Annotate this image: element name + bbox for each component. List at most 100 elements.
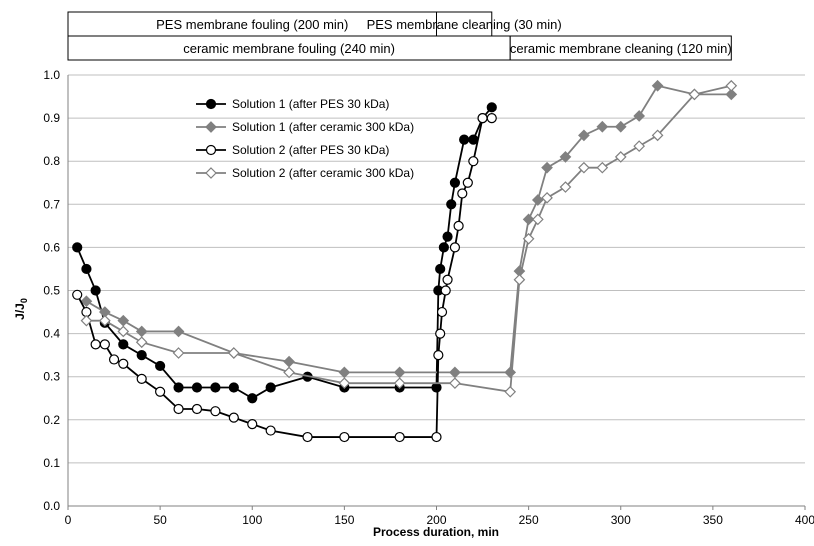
y-tick-label: 1.0 xyxy=(43,68,60,82)
data-point xyxy=(72,242,83,253)
data-point xyxy=(80,295,93,308)
data-point xyxy=(155,386,166,397)
data-point xyxy=(531,213,544,226)
data-point xyxy=(302,431,313,443)
data-point xyxy=(651,129,664,142)
data-point xyxy=(431,382,442,393)
data-point xyxy=(541,191,553,204)
data-point xyxy=(438,242,449,253)
phase-bar-label: PES membrane fouling (200 min) xyxy=(156,17,348,32)
data-point xyxy=(614,120,627,133)
data-point xyxy=(559,151,572,163)
data-point xyxy=(172,325,185,338)
data-point xyxy=(477,112,488,124)
data-point xyxy=(449,242,461,253)
data-point xyxy=(394,431,405,443)
data-point xyxy=(108,354,120,365)
data-point xyxy=(228,382,239,393)
data-point xyxy=(155,360,166,372)
data-point xyxy=(173,403,184,415)
x-tick-label: 0 xyxy=(65,513,72,527)
legend-item: Solution 2 (after PES 30 kDa) xyxy=(196,143,389,157)
x-tick-label: 200 xyxy=(426,513,446,527)
data-point xyxy=(117,325,130,338)
data-point xyxy=(117,314,130,327)
data-point xyxy=(435,263,446,275)
data-point xyxy=(99,314,111,327)
data-point xyxy=(725,79,738,92)
data-point xyxy=(486,112,497,124)
data-point xyxy=(462,177,473,188)
legend-label: Solution 1 (after ceramic 300 kDa) xyxy=(232,120,414,134)
data-point xyxy=(210,406,221,417)
data-point xyxy=(431,431,442,443)
data-point xyxy=(486,102,497,113)
series-group xyxy=(80,79,738,398)
data-point xyxy=(449,377,461,390)
y-tick-label: 0.1 xyxy=(43,456,60,470)
data-point xyxy=(459,134,470,145)
data-point xyxy=(446,199,457,210)
x-tick-label: 250 xyxy=(519,513,539,527)
data-point xyxy=(433,350,444,361)
data-point xyxy=(531,194,544,206)
data-point xyxy=(504,385,517,398)
data-point xyxy=(72,289,83,300)
legend-item: Solution 2 (after ceramic 300 kDa) xyxy=(196,166,414,180)
data-point xyxy=(283,366,295,379)
data-point xyxy=(265,425,276,436)
data-point xyxy=(633,110,646,122)
data-point xyxy=(172,347,185,359)
data-point xyxy=(191,403,203,415)
phase-bar-label: ceramic membrane fouling (240 min) xyxy=(183,41,395,56)
y-tick-label: 0.4 xyxy=(43,327,60,341)
data-point xyxy=(228,412,239,423)
data-point xyxy=(90,339,101,350)
data-point xyxy=(81,263,92,275)
series-group xyxy=(72,112,497,443)
data-point xyxy=(468,156,479,167)
data-point xyxy=(522,232,535,245)
legend-item: Solution 1 (after ceramic 300 kDa) xyxy=(196,120,414,134)
y-tick-label: 0.8 xyxy=(43,154,60,168)
data-point xyxy=(205,167,217,179)
data-point xyxy=(449,177,461,188)
x-tick-label: 400 xyxy=(795,513,814,527)
legend: Solution 1 (after PES 30 kDa) Solution 1 … xyxy=(196,97,414,180)
phase-bars: PES membrane fouling (200 min) PES membra… xyxy=(67,11,732,61)
y-tick-label: 0.2 xyxy=(43,413,60,427)
y-tick-label: 0.3 xyxy=(43,370,60,384)
data-point xyxy=(578,129,590,142)
legend-label: Solution 2 (after PES 30 kDa) xyxy=(232,143,389,157)
data-point xyxy=(136,350,147,361)
y-tick-label: 0.6 xyxy=(43,240,60,254)
phase-bar-label: PES membrane cleaning (30 min) xyxy=(367,17,562,32)
data-point xyxy=(338,377,351,390)
x-tick-label: 350 xyxy=(703,513,723,527)
data-point xyxy=(453,220,464,231)
x-axis-title: Process duration, min xyxy=(373,525,499,539)
data-point xyxy=(205,121,217,133)
data-point xyxy=(651,79,664,92)
data-point xyxy=(136,373,147,384)
data-point xyxy=(135,336,148,349)
data-point xyxy=(265,382,276,393)
data-point xyxy=(504,366,517,379)
y-tick-label: 0.7 xyxy=(43,197,60,211)
data-point xyxy=(436,306,448,318)
y-tick-label: 0.9 xyxy=(43,111,60,125)
data-point xyxy=(205,98,217,110)
phase-bar-label: ceramic membrane cleaning (120 min) xyxy=(510,41,732,56)
data-point xyxy=(393,366,406,379)
data-point xyxy=(191,382,203,393)
data-point xyxy=(339,431,350,443)
legend-label: Solution 2 (after ceramic 300 kDa) xyxy=(232,166,414,180)
data-point xyxy=(173,382,184,393)
axes: 0.0 0.1 0.2 0.3 0.4 0.5 0.6 0.7 0.8 0.9 1.0 0 50 100 1… xyxy=(43,68,814,527)
data-point xyxy=(633,140,646,152)
data-point xyxy=(80,314,93,327)
phase-bar xyxy=(67,35,511,61)
phase-bar xyxy=(509,35,732,61)
data-point xyxy=(725,88,738,101)
x-tick-label: 50 xyxy=(153,513,167,527)
